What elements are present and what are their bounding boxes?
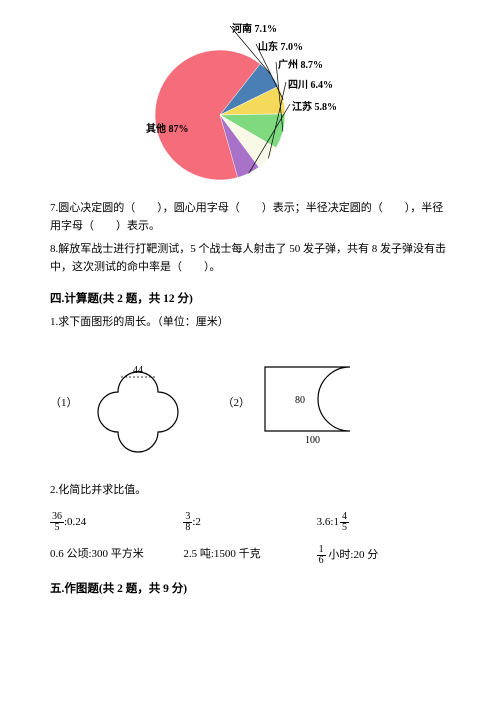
shape2-w: 100: [305, 435, 320, 446]
section4-q2: 2.化简比并求比值。: [50, 482, 450, 500]
section-4-header: 四.计算题(共 2 题，共 12 分): [50, 290, 450, 306]
ratio-2a: 0.6 公顷:300 平方米: [50, 545, 183, 566]
rect-arc-shape: 80 100: [255, 357, 365, 447]
pie-chart: 河南 7.1% 山东 7.0% 广州 8.7% 四川 6.4% 江苏 5.8% 其他 87…: [130, 20, 370, 185]
quatrefoil-shape: 44: [83, 347, 193, 457]
ratio-row-2: 0.6 公顷:300 平方米 2.5 吨:1500 千克 16 小时:20 分: [50, 545, 450, 566]
shape1-dim: 44: [133, 365, 143, 376]
pie-label-3: 四川 6.4%: [288, 76, 333, 91]
shape-2-item: （2） 80 100: [223, 357, 366, 447]
pie-label-5: 其他 87%: [146, 120, 189, 135]
section-5-header: 五.作图题(共 2 题，共 9 分): [50, 580, 450, 596]
question-8: 8.解放军战士进行打靶测试，5 个战士每人射击了 50 发子弹，共有 8 发子弹…: [50, 241, 450, 276]
ratio-1c: 3.6:145: [317, 512, 450, 533]
section4-q1: 1.求下面图形的周长。（单位：厘米）: [50, 314, 450, 332]
ratio-1b: 38:2: [183, 512, 316, 533]
question-7: 7.圆心决定圆的（ ），圆心用字母（ ）表示；半径决定圆的（ ），半径用字母（ …: [50, 200, 450, 235]
shapes-row: （1） 44 （2） 80 100: [50, 347, 450, 457]
ratio-row-1: 365:0.24 38:2 3.6:145: [50, 512, 450, 533]
pie-label-0: 河南 7.1%: [232, 20, 277, 35]
ratio-2b: 2.5 吨:1500 千克: [183, 545, 316, 566]
shape-2-label: （2）: [223, 394, 251, 410]
pie-label-4: 江苏 5.8%: [292, 98, 337, 113]
pie-label-1: 山东 7.0%: [258, 38, 303, 53]
shape2-h: 80: [295, 395, 305, 406]
shape-1-item: （1） 44: [50, 347, 193, 457]
ratio-2c: 16 小时:20 分: [317, 545, 450, 566]
pie-label-2: 广州 8.7%: [278, 56, 323, 71]
shape-1-label: （1）: [50, 394, 78, 410]
ratio-1a: 365:0.24: [50, 512, 183, 533]
